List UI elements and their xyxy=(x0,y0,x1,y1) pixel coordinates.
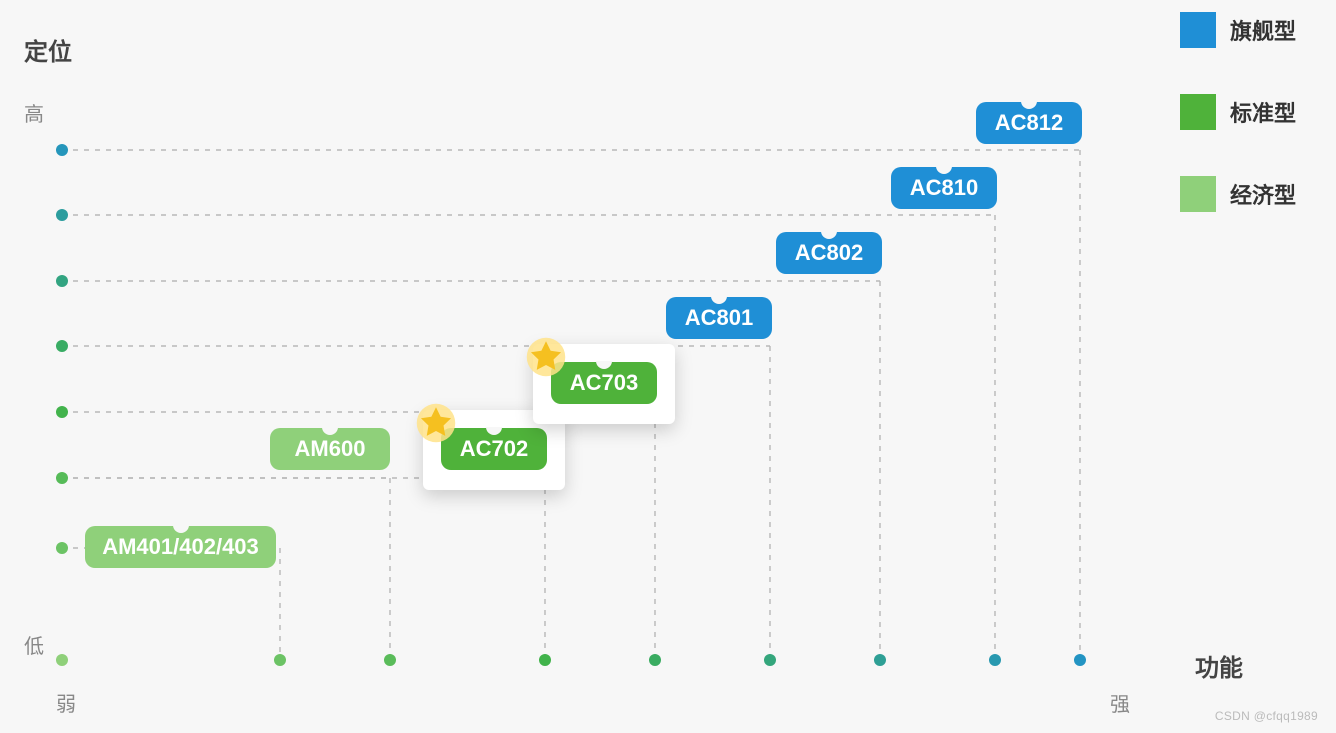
node-ac801: AC801 xyxy=(666,297,772,339)
tick-dot xyxy=(56,542,68,554)
node-ac812: AC812 xyxy=(976,102,1082,144)
node-label: AC801 xyxy=(685,305,753,330)
tick-dot xyxy=(1074,654,1086,666)
tick-dot xyxy=(989,654,1001,666)
legend-item-经济型: 经济型 xyxy=(1180,176,1296,212)
x-axis-high: 强 xyxy=(1110,688,1130,717)
tick-dot xyxy=(539,654,551,666)
positioning-chart: 定位 高 低 功能 弱 强 旗舰型标准型经济型 AM401/402/403 AM6… xyxy=(0,0,1336,733)
node-notch xyxy=(1021,101,1037,109)
tick-dot xyxy=(56,340,68,352)
y-axis-low: 低 xyxy=(24,630,44,659)
tick-dot xyxy=(56,275,68,287)
node-notch xyxy=(486,427,502,435)
node-notch xyxy=(936,166,952,174)
node-am600: AM600 xyxy=(270,428,390,470)
watermark: CSDN @cfqq1989 xyxy=(1215,709,1318,723)
node-label: AC812 xyxy=(995,110,1063,135)
node-notch xyxy=(821,231,837,239)
tick-dot xyxy=(274,654,286,666)
legend-item-标准型: 标准型 xyxy=(1180,94,1296,130)
node-notch xyxy=(173,525,189,533)
node-notch xyxy=(711,296,727,304)
tick-dot xyxy=(56,209,68,221)
node-label: AC802 xyxy=(795,240,863,265)
node-notch xyxy=(322,427,338,435)
star-icon xyxy=(525,336,567,378)
legend-swatch xyxy=(1180,176,1216,212)
tick-dot xyxy=(764,654,776,666)
tick-dot xyxy=(56,144,68,156)
legend-swatch xyxy=(1180,94,1216,130)
x-axis-title: 功能 xyxy=(1195,648,1243,683)
node-ac810: AC810 xyxy=(891,167,997,209)
node-ac802: AC802 xyxy=(776,232,882,274)
node-label: AC810 xyxy=(910,175,978,200)
star-icon xyxy=(415,402,457,444)
node-label: AC703 xyxy=(570,370,638,395)
tick-dot xyxy=(649,654,661,666)
legend-item-旗舰型: 旗舰型 xyxy=(1180,12,1296,48)
node-label: AM600 xyxy=(295,436,366,461)
node-label: AC702 xyxy=(460,436,528,461)
node-label: AM401/402/403 xyxy=(102,534,259,559)
tick-dot xyxy=(56,472,68,484)
legend-label: 标准型 xyxy=(1230,96,1296,128)
tick-dot xyxy=(384,654,396,666)
node-am401: AM401/402/403 xyxy=(85,526,276,568)
legend-label: 旗舰型 xyxy=(1230,14,1296,46)
tick-dot xyxy=(874,654,886,666)
legend-label: 经济型 xyxy=(1230,178,1296,210)
y-axis-high: 高 xyxy=(24,98,44,127)
y-axis-title: 定位 xyxy=(24,32,72,67)
tick-dot xyxy=(56,406,68,418)
x-axis-low: 弱 xyxy=(56,688,76,717)
node-notch xyxy=(596,361,612,369)
tick-dot xyxy=(56,654,68,666)
legend-swatch xyxy=(1180,12,1216,48)
